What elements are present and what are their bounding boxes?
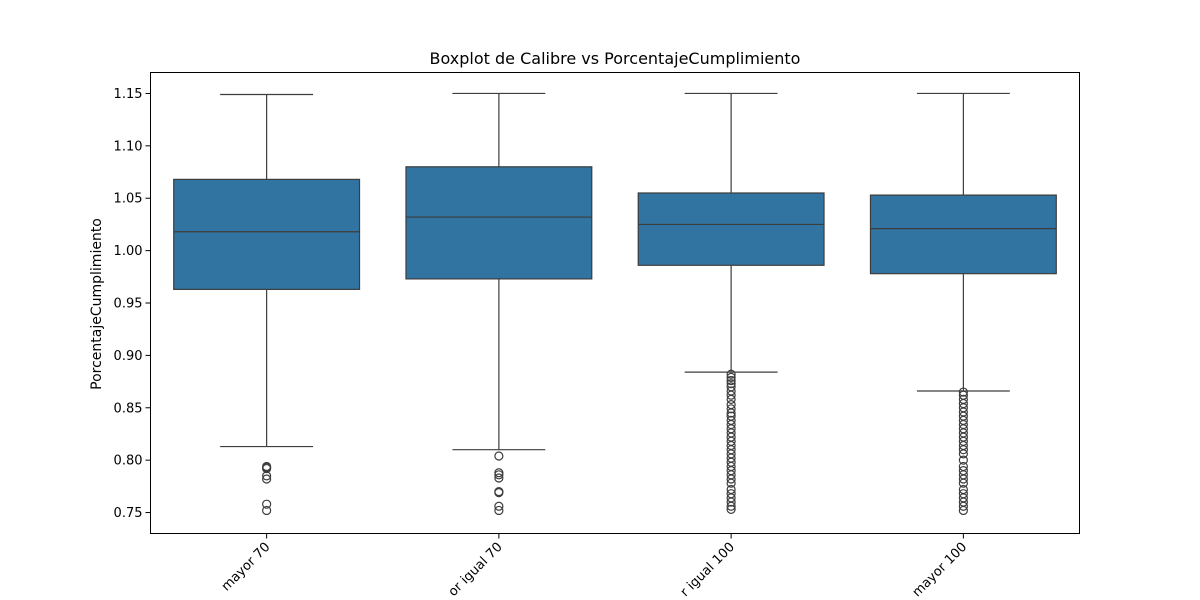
y-tick-label: 1.15 [114,87,143,102]
outlier-point [726,504,736,515]
outlier-point [262,474,272,484]
outlier-point [262,463,272,474]
box-iqr [405,166,593,280]
plot-frame [150,72,1080,534]
outlier-point [726,404,736,414]
outlier-point [726,474,736,484]
outlier-point [262,471,272,481]
outlier-point [726,372,736,382]
outlier-point [494,488,504,498]
outlier-point [494,473,504,483]
outlier-point [958,478,968,488]
outlier-point [726,408,736,418]
outlier-point [262,499,272,509]
x-tick-label: mayor 100 [910,540,971,600]
y-tick-label: 1.00 [114,244,143,259]
y-tick-label: 0.95 [114,297,143,312]
y-tick-label: 1.05 [114,192,143,207]
y-tick-label: 0.75 [114,506,143,521]
box-iqr [173,178,361,290]
outlier-point [726,497,736,507]
y-tick-label: 0.90 [114,349,143,364]
outlier-point [262,505,272,516]
outlier-point [726,375,736,386]
outlier-point [958,501,968,511]
box-iqr [869,194,1057,275]
box-iqr [637,192,825,266]
y-tick-label: 0.80 [114,454,143,469]
x-tick-label: r igual 100 [678,540,738,600]
outlier-point [958,387,968,397]
outlier-point [494,501,504,511]
outlier-point [958,455,968,465]
outlier-point [726,501,736,511]
outlier-point [726,369,736,379]
outlier-point [958,449,968,459]
outlier-point [958,505,968,516]
outlier-point [726,390,736,400]
chart-title: Boxplot de Calibre vs PorcentajeCumplimi… [430,49,801,68]
outlier-point [726,394,736,404]
y-axis-label: PorcentajeCumplimiento [89,218,105,390]
outlier-point [494,451,504,461]
plot-area: 0.75 0.80 0.85 0.90 0.95 1.00 1.05 1.10 1.15 mayo… [114,87,1057,600]
outlier-point [494,470,504,480]
outlier-point [958,445,968,455]
outlier-point [494,505,504,516]
outlier-point [726,379,736,389]
outlier-point [726,478,736,488]
y-tick-label: 1.10 [114,139,143,154]
outlier-point [958,474,968,484]
x-tick-label: mayor 70 [219,540,274,595]
x-tick-label: or igual 70 [446,540,506,600]
y-tick-label: 0.85 [114,401,143,416]
